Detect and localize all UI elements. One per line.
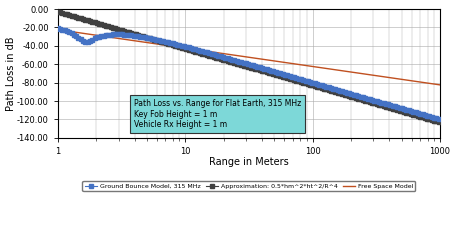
Text: Path Loss vs. Range for Flat Earth, 315 MHz
Key Fob Height = 1 m
Vehicle Rx Heig: Path Loss vs. Range for Flat Earth, 315 … xyxy=(134,99,301,129)
Y-axis label: Path Loss in dB: Path Loss in dB xyxy=(5,36,15,111)
Legend: Ground Bounce Model, 315 MHz, Approximation: 0.5*hm^2*ht^2/R^4, Free Space Model: Ground Bounce Model, 315 MHz, Approximat… xyxy=(82,181,415,192)
X-axis label: Range in Meters: Range in Meters xyxy=(208,157,288,167)
